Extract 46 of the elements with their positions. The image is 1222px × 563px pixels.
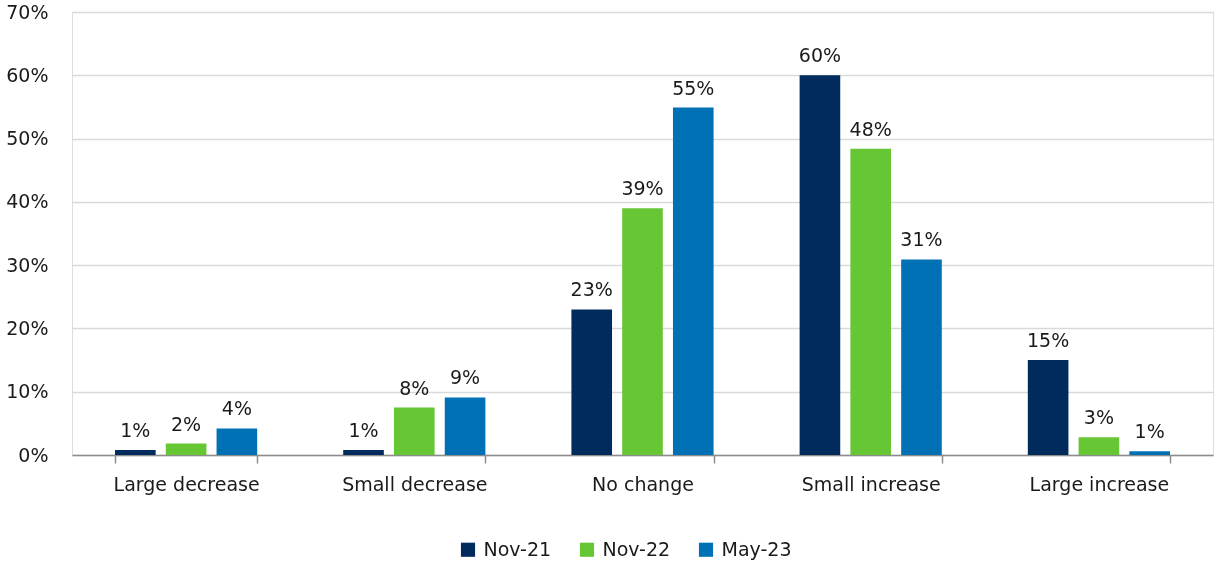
x-tick-label: Small decrease (342, 472, 488, 495)
bar (672, 107, 714, 455)
data-label: 48% (849, 117, 892, 140)
bar (165, 443, 207, 455)
data-label: 2% (171, 412, 202, 435)
bar (393, 407, 435, 455)
bar (901, 259, 942, 455)
data-label: 9% (450, 366, 481, 389)
bar (622, 208, 663, 455)
data-label: 8% (399, 376, 430, 399)
data-label: 55% (672, 76, 715, 99)
data-label: 1% (348, 418, 379, 441)
y-tick-label: 30% (6, 253, 49, 276)
data-label: 4% (221, 397, 252, 420)
bar (444, 397, 486, 455)
y-tick-label: 0% (18, 443, 49, 466)
data-label: 15% (1027, 329, 1070, 352)
bar (1129, 451, 1170, 455)
y-tick-label: 10% (6, 380, 49, 403)
legend-label: May-23 (721, 537, 792, 560)
x-tick-label: Small increase (801, 472, 941, 495)
bar (115, 449, 156, 455)
y-tick-label: 40% (6, 190, 49, 213)
y-tick-label: 70% (6, 0, 49, 23)
bar (799, 75, 841, 455)
bar (1078, 437, 1120, 455)
x-tick-label: Large decrease (113, 472, 260, 495)
y-tick-label: 20% (6, 316, 49, 339)
bar (1027, 360, 1069, 455)
legend-label: Nov-21 (483, 537, 552, 560)
data-label: 31% (900, 228, 943, 251)
data-label: 1% (120, 418, 151, 441)
bar (343, 449, 384, 455)
y-tick-label: 60% (6, 63, 49, 86)
bar (850, 148, 892, 455)
data-label: 3% (1083, 406, 1114, 429)
x-tick-label: No change (592, 472, 694, 495)
data-label: 1% (1134, 420, 1165, 443)
data-label: 23% (570, 278, 613, 301)
data-label: 39% (621, 177, 664, 200)
x-tick-label: Large increase (1029, 472, 1170, 495)
bar (571, 309, 613, 455)
legend-label: Nov-22 (602, 537, 671, 560)
bar (216, 428, 258, 455)
y-tick-label: 50% (6, 127, 49, 150)
data-label: 60% (798, 44, 842, 67)
